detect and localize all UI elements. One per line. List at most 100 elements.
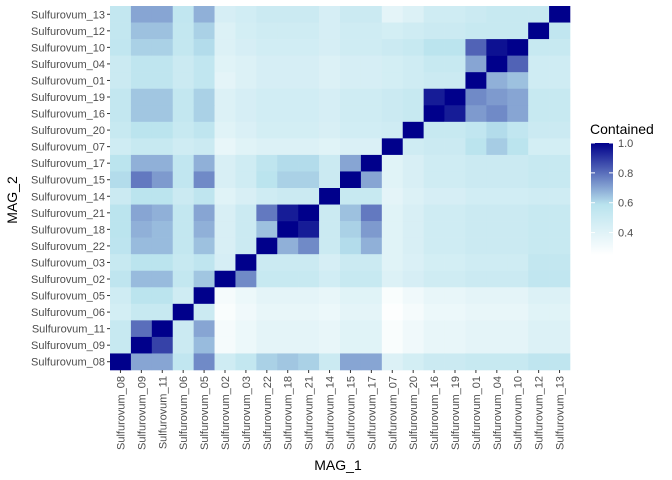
heatmap-cell [235,221,257,238]
x-tick-label: Sulfurovum_22 [262,376,274,450]
heatmap-cell [507,138,529,156]
heatmap-cell [486,72,508,90]
heatmap-cell [465,72,487,90]
heatmap-cell [465,188,487,205]
heatmap-cell [402,55,424,73]
heatmap-cell [172,154,194,172]
heatmap-cell [235,254,257,272]
heatmap-cell [130,270,153,288]
heatmap-cell [507,188,529,205]
heatmap-cell [507,154,529,172]
y-axis-title: MAG_2 [4,176,20,224]
heatmap-cell [528,6,550,23]
heatmap-cell [340,121,362,139]
heatmap-cell [444,105,466,123]
heatmap-cell [214,88,236,106]
heatmap-cell [235,303,257,321]
heatmap-cell [130,22,153,40]
heatmap-cell [423,270,445,288]
heatmap-cell [193,303,215,321]
heatmap-cell [193,6,215,23]
x-tick-label: Sulfurovum_14 [325,376,337,450]
heatmap-cell [193,72,215,90]
heatmap-cell [277,320,299,338]
x-tick-label: Sulfurovum_21 [304,376,316,450]
heatmap-cell [549,336,571,354]
heatmap-cell [444,204,466,222]
heatmap-cell [130,204,153,222]
heatmap-cell [465,353,487,371]
heatmap-cell [151,270,174,288]
heatmap-cell [381,353,404,371]
y-tick-label: Sulfurovum_02 [31,274,105,286]
heatmap-cell [381,320,404,338]
heatmap-cell [486,287,508,305]
y-tick-label: Sulfurovum_07 [31,142,105,154]
heatmap-cell [444,320,466,338]
heatmap-cell [528,320,550,338]
heatmap-cell [340,353,362,371]
heatmap-cell [423,154,445,172]
heatmap-cell [549,287,571,305]
heatmap-cell [486,6,508,23]
heatmap-cell [235,105,257,123]
heatmap-cell [130,72,153,90]
heatmap-cell [402,105,424,123]
y-tick-label: Sulfurovum_15 [31,175,105,187]
heatmap-cell [444,6,466,23]
heatmap-cell [214,55,236,73]
heatmap-cell [549,237,571,255]
heatmap-cell [277,237,299,255]
heatmap-cell [444,336,466,354]
heatmap-cell [360,303,383,321]
heatmap-cell [235,88,257,106]
heatmap-cell [298,336,320,354]
y-tick-label: Sulfurovum_11 [32,324,105,336]
heatmap-cell [360,22,383,40]
heatmap-cell [130,287,153,305]
y-tick-label: Sulfurovum_16 [31,109,105,121]
heatmap-cell [507,22,529,40]
heatmap-cell [465,221,487,238]
heatmap-cell [340,270,362,288]
heatmap-cell [172,39,194,56]
y-tick-label: Sulfurovum_05 [31,291,105,303]
heatmap-cell [151,138,174,156]
heatmap-cell [256,105,278,123]
heatmap-cell [486,303,508,321]
heatmap-cell [151,171,174,189]
heatmap-cell [528,254,550,272]
heatmap-cell [256,22,278,40]
heatmap-cell [507,303,529,321]
heatmap-cell [193,105,215,123]
heatmap-cell [214,22,236,40]
heatmap-cell [256,221,278,238]
heatmap-cell [319,138,341,156]
heatmap-cell [528,188,550,205]
heatmap-cell [444,287,466,305]
heatmap-cell [193,254,215,272]
heatmap-cell [214,138,236,156]
heatmap-cell [402,336,424,354]
heatmap-cell [423,237,445,255]
heatmap-cell [193,154,215,172]
heatmap-cell [298,171,320,189]
heatmap-cell [360,336,383,354]
heatmap-cell [340,171,362,189]
heatmap-cell [214,353,236,371]
heatmap-cell [110,138,132,156]
heatmap-cell [340,287,362,305]
heatmap-cell [528,353,550,371]
heatmap-cell [151,221,174,238]
heatmap-cell [423,55,445,73]
heatmap-cell [528,204,550,222]
heatmap-cell [130,353,153,371]
heatmap-cell [381,121,404,139]
heatmap-cell [235,320,257,338]
heatmap-cell [110,336,132,354]
x-axis-ticks: Sulfurovum_08 Sulfurovum_09 Sulfurovum_11 S… [115,370,567,450]
heatmap-cell [130,221,153,238]
heatmap-cell [298,188,320,205]
heatmap-cell [319,188,341,205]
heatmap-cell [319,237,341,255]
